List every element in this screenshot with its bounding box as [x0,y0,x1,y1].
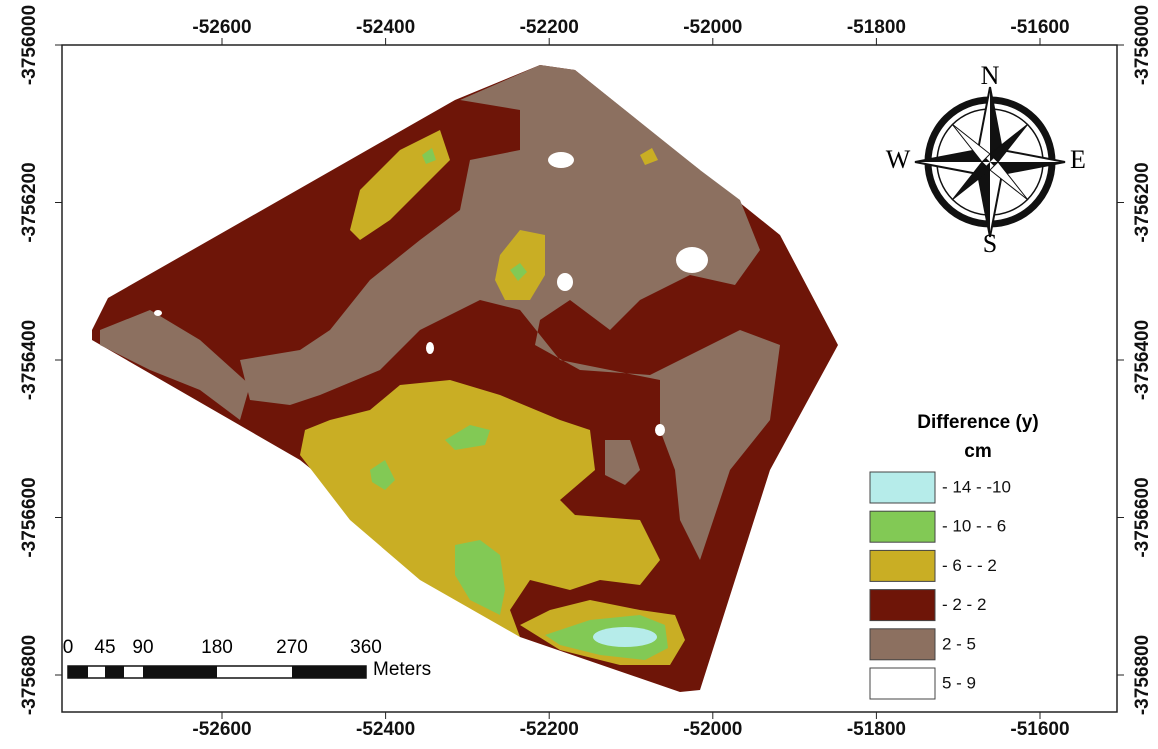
scale-label: 270 [276,637,308,658]
legend-label: - 6 - - 2 [942,556,997,575]
y-tick-label-right: -3756200 [1132,162,1153,242]
map-figure: N S W E Difference (y) cm Meters -52600 -… [0,0,1158,749]
x-tick-label-top: -51800 [847,17,906,38]
legend-swatch [870,472,935,503]
legend-swatch [870,590,935,621]
y-tick-label-left: -3756400 [19,320,40,400]
y-tick-label-right: -3756000 [1132,5,1153,85]
zone-white [676,247,708,273]
legend-label: - 2 - 2 [942,595,986,614]
zone-white [548,152,574,168]
scale-label: 45 [94,637,115,658]
scale-unit: Meters [373,659,431,680]
scale-label: 0 [63,637,74,658]
zone-white [154,310,162,316]
x-tick-label-top: -52000 [683,17,742,38]
y-tick-label-left: -3756200 [19,162,40,242]
legend-title: Difference (y) [917,412,1038,433]
scale-label: 360 [350,637,382,658]
legend-swatch [870,629,935,660]
x-tick-label-bottom: -52600 [192,719,251,740]
y-tick-label-left: -3756800 [19,635,40,715]
legend-label: - 14 - -10 [942,477,1011,496]
compass-north: N [981,61,1000,90]
zone-white [426,342,434,354]
y-tick-label-right: -3756600 [1132,477,1153,557]
legend-label: 2 - 5 [942,634,976,653]
x-tick-label-bottom: -51600 [1010,719,1069,740]
compass-south: S [983,229,997,258]
scale-label: 90 [132,637,153,658]
legend-swatch [870,550,935,581]
x-tick-label-top: -52200 [520,17,579,38]
x-tick-label-bottom: -52000 [683,719,742,740]
x-tick-label-bottom: -52400 [356,719,415,740]
legend-swatch [870,511,935,542]
y-tick-label-right: -3756400 [1132,320,1153,400]
scale-bar [68,666,366,678]
y-tick-label-left: -3756000 [19,5,40,85]
y-tick-label-left: -3756600 [19,477,40,557]
legend-swatch [870,668,935,699]
x-tick-label-top: -52400 [356,17,415,38]
x-tick-label-top: -51600 [1010,17,1069,38]
scale-label: 180 [201,637,233,658]
x-tick-label-top: -52600 [192,17,251,38]
legend-unit: cm [964,441,991,462]
zone-white [557,273,573,291]
zone-white [655,424,665,436]
zone-cyan [593,627,657,647]
compass-east: E [1070,145,1086,174]
legend-label: - 10 - - 6 [942,517,1006,536]
x-tick-label-bottom: -52200 [520,719,579,740]
legend-label: 5 - 9 [942,673,976,692]
x-tick-label-bottom: -51800 [847,719,906,740]
y-tick-label-right: -3756800 [1132,635,1153,715]
compass-west: W [886,145,911,174]
